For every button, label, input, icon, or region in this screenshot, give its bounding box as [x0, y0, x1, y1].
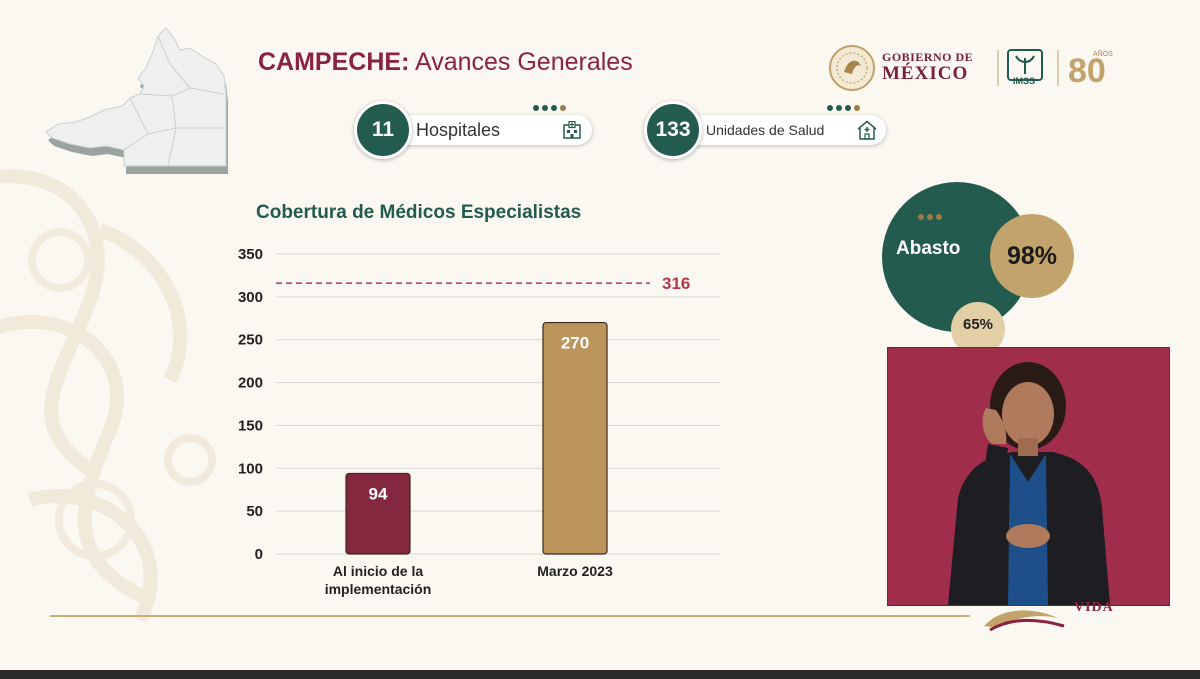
page-title-rest: Avances Generales [409, 48, 633, 76]
y-tick-label: 200 [238, 375, 263, 392]
kpi-hospitales-label: Hospitales [416, 119, 501, 140]
y-tick-label: 300 [238, 289, 263, 306]
x-category-label: Al inicio de la [333, 563, 423, 579]
y-tick-label: 350 [238, 246, 263, 263]
kpi-unidades-dots [827, 105, 860, 111]
x-category-label: implementación [325, 581, 432, 597]
kpi-hospitales: 11 Hospitales [354, 101, 592, 159]
page-title: CAMPECHE: Avances Generales [258, 48, 633, 77]
sign-language-interpreter-video [887, 347, 1170, 606]
chart-title: Cobertura de Médicos Especialistas [256, 202, 582, 223]
bar [542, 321, 608, 555]
gobierno-de-mexico-logo: GOBIERNO DE MÉXICO [882, 50, 973, 85]
y-tick-label: 100 [238, 460, 263, 477]
abasto-label: Abasto [896, 238, 961, 259]
bar [345, 472, 411, 555]
background-pattern [0, 169, 216, 624]
bar-chart: 0 50 100 150 200 250 300 350 316 94 Al inicio de… [238, 246, 720, 597]
page-title-state: CAMPECHE: [258, 48, 410, 76]
imss-label: IMSS [1013, 76, 1036, 86]
hospital-icon [563, 121, 581, 139]
footer-divider [50, 615, 970, 617]
kpi-unidades-label: Unidades de Salud [706, 122, 825, 138]
abasto-value: 98% [990, 214, 1074, 298]
footer-logo-icon [984, 610, 1065, 632]
bar-data-label: 94 [369, 484, 388, 503]
y-tick-label: 50 [246, 503, 263, 520]
kpi-unidades: 133 Unidades de Salud [644, 101, 886, 159]
gobierno-line1: GOBIERNO DE [882, 50, 974, 64]
eagle-seal-icon [829, 45, 875, 91]
anniversary-80-icon: 80 AÑOS [1068, 49, 1113, 90]
kpi-hospitales-value: 11 [354, 101, 412, 159]
interpreter-figure-icon [888, 348, 1169, 605]
logos: 80 AÑOS [829, 45, 1113, 91]
health-unit-icon [857, 120, 877, 140]
imss-logo-icon [1007, 49, 1043, 81]
abasto-dots [918, 214, 942, 220]
target-line-label: 316 [662, 274, 690, 293]
footer-vida-label: VIDA [1074, 600, 1114, 615]
y-tick-label: 250 [238, 332, 263, 349]
kpi-unidades-value: 133 [644, 101, 702, 159]
svg-text:AÑOS: AÑOS [1093, 49, 1113, 58]
gobierno-line2: MÉXICO [882, 63, 969, 84]
svg-text:80: 80 [1068, 52, 1106, 90]
kpi-hospitales-dots [533, 105, 566, 111]
bottom-bar [0, 670, 1200, 679]
x-category-label: Marzo 2023 [537, 563, 613, 579]
y-tick-label: 0 [255, 546, 263, 563]
bar-data-label: 270 [561, 334, 589, 353]
campeche-map [45, 27, 228, 174]
y-tick-label: 150 [238, 417, 263, 434]
